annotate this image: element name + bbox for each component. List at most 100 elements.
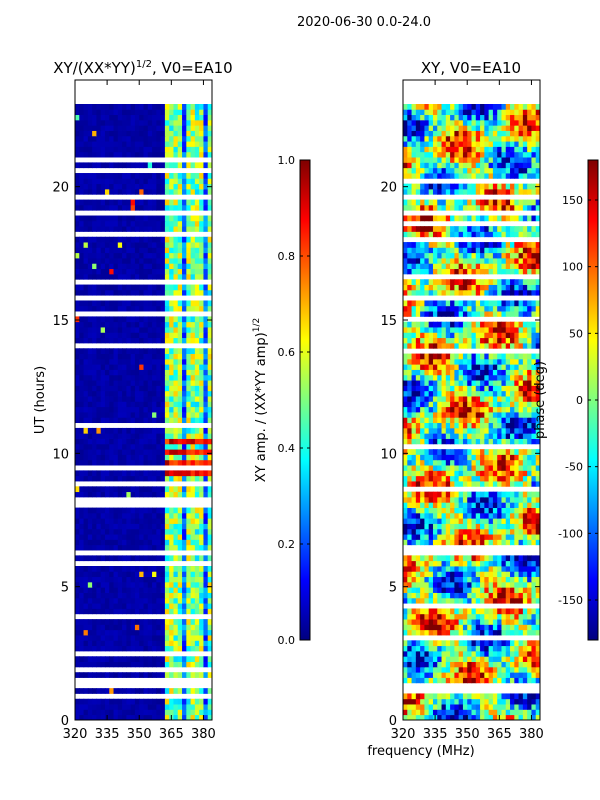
heatmap-cell (147, 215, 153, 222)
heatmap-cell (420, 704, 426, 710)
heatmap-cell (109, 475, 115, 482)
heatmap-cell (156, 619, 162, 625)
heatmap-cell (79, 263, 85, 270)
heatmap-cell (134, 385, 140, 392)
heatmap-cell (203, 507, 209, 514)
heatmap-cell (527, 412, 533, 418)
heatmap-cell (207, 539, 212, 546)
heatmap-cell (450, 358, 455, 365)
heatmap-cell (87, 332, 93, 339)
heatmap-cell (75, 390, 80, 397)
heatmap-cell (126, 427, 132, 434)
heatmap-cell (134, 512, 140, 519)
heatmap-cell (113, 534, 119, 540)
heatmap-cell (488, 353, 494, 360)
heatmap-cell (527, 512, 533, 519)
heatmap-cell (126, 629, 132, 636)
heatmap-cell (113, 486, 119, 493)
heatmap-cell (475, 672, 481, 678)
heatmap-cell (415, 709, 421, 716)
heatmap-cell (458, 523, 464, 530)
heatmap-cell (403, 587, 408, 593)
heatmap-cell (454, 518, 460, 524)
heatmap-cell (122, 327, 127, 333)
heatmap-cell (424, 491, 430, 498)
heatmap-cell (186, 608, 192, 615)
heatmap-cell (122, 151, 127, 158)
heatmap-cell (424, 518, 430, 524)
heatmap-cell (454, 704, 460, 710)
heatmap-cell (415, 449, 421, 455)
heatmap-cell (510, 465, 515, 471)
heatmap-cell (92, 401, 98, 408)
heatmap-cell (199, 369, 205, 376)
heatmap-cell (182, 364, 187, 370)
heatmap-cell (117, 369, 123, 376)
heatmap-cell (104, 188, 110, 195)
heatmap-cell (186, 289, 192, 296)
heatmap-cell (467, 592, 473, 599)
heatmap-cell (535, 470, 540, 477)
heatmap-cell (113, 353, 119, 360)
heatmap-cell (100, 555, 106, 562)
heatmap-cell (156, 587, 162, 593)
heatmap-cell (203, 698, 209, 705)
heatmap-cell (186, 242, 192, 248)
heatmap-cell (122, 534, 127, 540)
heatmap-cell (152, 162, 157, 169)
heatmap-cell (522, 629, 528, 636)
heatmap-cell (117, 698, 123, 705)
heatmap-cell (403, 645, 408, 652)
heatmap-cell (415, 587, 421, 593)
heatmap-cell (207, 199, 212, 206)
heatmap-cell (156, 390, 162, 397)
heatmap-cell (122, 459, 127, 466)
heatmap-cell (510, 709, 515, 716)
heatmap-cell (122, 236, 127, 243)
heatmap-cell (122, 486, 127, 493)
heatmap-cell (109, 714, 115, 720)
heatmap-cell (207, 714, 212, 720)
heatmap-cell (104, 305, 110, 312)
heatmap-cell (177, 608, 183, 615)
heatmap-cell (458, 608, 464, 615)
heatmap-cell (203, 661, 209, 668)
heatmap-cell (122, 119, 127, 126)
heatmap-cell (177, 645, 183, 652)
heatmap-cell (514, 433, 520, 439)
heatmap-cell (139, 539, 145, 546)
heatmap-cell (143, 587, 149, 593)
heatmap-cell (139, 226, 145, 232)
heatmap-cell (522, 566, 528, 572)
heatmap-cell (514, 406, 520, 413)
heatmap-cell (100, 433, 106, 439)
heatmap-cell (139, 645, 145, 652)
heatmap-cell (403, 427, 408, 434)
heatmap-cell (87, 220, 93, 227)
heatmap-cell (411, 629, 417, 636)
heatmap-cell (480, 672, 485, 678)
heatmap-cell (407, 704, 413, 710)
heatmap-cell (428, 353, 434, 360)
heatmap-cell (522, 518, 528, 524)
heatmap-cell (104, 141, 110, 147)
heatmap-cell (445, 358, 451, 365)
heatmap-cell (514, 502, 520, 508)
heatmap-cell (415, 353, 421, 360)
heatmap-cell (139, 603, 145, 609)
heatmap-cell (411, 608, 417, 615)
heatmap-cell (411, 693, 417, 700)
heatmap-cell (79, 316, 85, 323)
heatmap-cell (514, 624, 520, 631)
heatmap-cell (152, 289, 157, 296)
heatmap-cell (437, 581, 443, 588)
heatmap-cell (152, 507, 157, 514)
heatmap-cell (75, 528, 80, 535)
heatmap-cell (147, 534, 153, 540)
heatmap-cell (92, 491, 98, 498)
heatmap-cell (147, 576, 153, 583)
heatmap-cell (79, 358, 85, 365)
heatmap-cell (454, 523, 460, 530)
heatmap-cell (411, 454, 417, 461)
heatmap-cell (104, 252, 110, 259)
